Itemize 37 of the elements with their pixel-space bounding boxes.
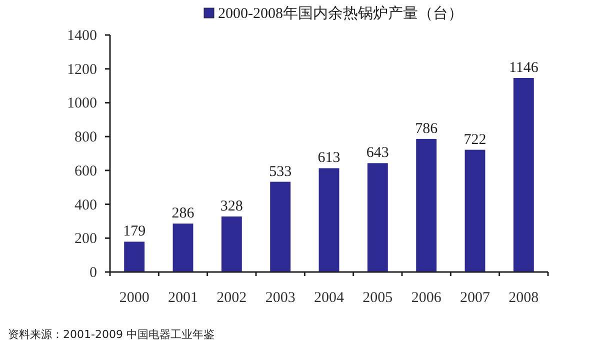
- bar: [172, 224, 194, 272]
- x-tick-label: 2006: [411, 290, 442, 306]
- data-label: 286: [172, 206, 195, 222]
- data-label: 613: [318, 150, 340, 166]
- data-label: 643: [366, 145, 389, 162]
- x-tick-label: 2007: [460, 290, 490, 306]
- y-tick-label: 200: [74, 231, 97, 248]
- data-label: 328: [220, 198, 243, 214]
- y-tick-label: 600: [74, 163, 97, 180]
- bar: [464, 150, 486, 272]
- bar: [124, 242, 145, 272]
- bar: [367, 163, 388, 272]
- data-label: 1146: [508, 60, 539, 76]
- x-tick-label: 2003: [265, 290, 296, 306]
- y-tick-label: 1200: [67, 62, 97, 78]
- y-tick-label: 1000: [67, 96, 97, 112]
- x-tick-label: 2002: [216, 290, 247, 306]
- text: 资料来源：2001-2009 中国电器工业年鉴: [8, 328, 214, 341]
- x-tick-label: 2004: [314, 290, 344, 306]
- legend-label: 2000-2008年国内余热锅炉产量（台）: [218, 5, 463, 22]
- bar: [221, 216, 242, 272]
- x-tick-label: 2005: [362, 290, 393, 306]
- y-tick-label: 1400: [67, 28, 97, 44]
- bar: [270, 182, 291, 272]
- y-tick-label: 800: [74, 130, 97, 146]
- bar: [318, 168, 340, 272]
- y-tick-label: 400: [74, 197, 97, 214]
- x-tick-label: 2001: [168, 290, 198, 306]
- data-label: 722: [464, 132, 486, 148]
- bar: [513, 78, 534, 272]
- bar: [416, 138, 437, 272]
- data-label: 786: [415, 120, 438, 137]
- x-tick-label: 2008: [508, 290, 539, 306]
- y-tick-label: 0: [90, 265, 97, 281]
- data-label: 533: [269, 164, 292, 180]
- x-tick-label: 2000: [119, 290, 150, 306]
- data-label: 179: [123, 224, 146, 240]
